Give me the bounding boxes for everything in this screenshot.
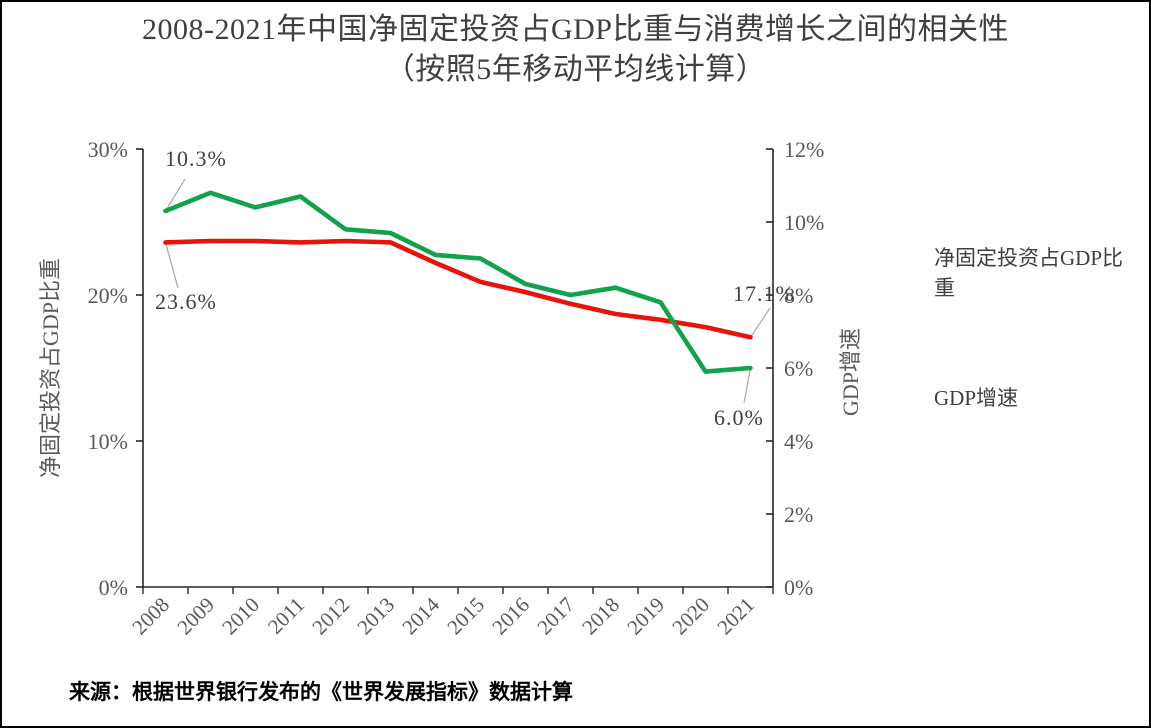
x-axis-tick-label: 2019 — [622, 593, 669, 640]
x-axis-tick-label: 2017 — [532, 593, 579, 640]
annotation-1: 23.6% — [155, 289, 217, 314]
right-axis-tick-label: 8% — [784, 283, 813, 308]
legend-item-investment-share: 净固定投资占GDP比重 — [899, 243, 1149, 303]
x-axis-tick-label: 2021 — [712, 593, 759, 640]
chart-title-line2: （按照5年移动平均线计算） — [384, 53, 767, 86]
left-axis-tick-label: 10% — [88, 429, 128, 454]
x-axis-tick-label: 2008 — [127, 593, 174, 640]
x-axis-tick-label: 2013 — [352, 593, 399, 640]
green-line-swatch-icon — [899, 395, 932, 400]
left-axis-title: 净固定投资占GDP比重 — [38, 257, 63, 479]
left-axis-tick-label: 20% — [88, 283, 128, 308]
x-axis-tick-label: 2014 — [397, 592, 444, 639]
right-axis-tick-label: 10% — [784, 210, 824, 235]
left-axis-tick-label: 30% — [88, 137, 128, 162]
legend-label-investment-share: 净固定投资占GDP比重 — [934, 246, 1124, 300]
chart-title-line1: 2008-2021年中国净固定投资占GDP比重与消费增长之间的相关性 — [141, 13, 1009, 46]
x-axis-tick-label: 2020 — [667, 593, 714, 640]
legend: 净固定投资占GDP比重 GDP增速 — [899, 243, 1149, 413]
annotation-leader-line — [164, 242, 179, 289]
right-axis-tick-label: 2% — [784, 502, 813, 527]
gdp-growth-line — [163, 190, 753, 374]
x-axis-tick-label: 2018 — [577, 593, 624, 640]
right-axis-tick-label: 0% — [784, 575, 813, 600]
left-axis-tick-label: 0% — [99, 575, 128, 600]
x-axis-tick-label: 2015 — [442, 593, 489, 640]
red-line-swatch-icon — [899, 255, 932, 260]
right-axis-title: GDP增速 — [838, 327, 863, 417]
x-axis-tick-label: 2010 — [217, 593, 264, 640]
legend-item-gdp-growth: GDP增速 — [899, 383, 1149, 413]
annotation-leader-line — [743, 367, 752, 404]
right-axis-tick-label: 4% — [784, 429, 813, 454]
annotation-0: 10.3% — [165, 146, 227, 171]
right-axis-tick-label: 6% — [784, 356, 813, 381]
annotation-3: 6.0% — [714, 405, 764, 430]
right-axis-tick-label: 12% — [784, 137, 824, 162]
investment-share-line — [163, 238, 753, 340]
annotation-leader-line — [750, 307, 771, 338]
x-axis-tick-label: 2009 — [172, 593, 219, 640]
x-axis-tick-label: 2011 — [263, 593, 309, 639]
annotation-leader-line — [164, 178, 186, 212]
legend-label-gdp-growth: GDP增速 — [934, 386, 1019, 410]
source-note: 来源：根据世界银行发布的《世界发展指标》数据计算 — [69, 680, 573, 704]
x-axis-tick-label: 2012 — [307, 593, 354, 640]
chart-title: 2008-2021年中国净固定投资占GDP比重与消费增长之间的相关性 （按照5年… — [2, 10, 1149, 90]
annotation-2: 17.1% — [733, 281, 795, 306]
x-axis-tick-label: 2016 — [487, 593, 534, 640]
